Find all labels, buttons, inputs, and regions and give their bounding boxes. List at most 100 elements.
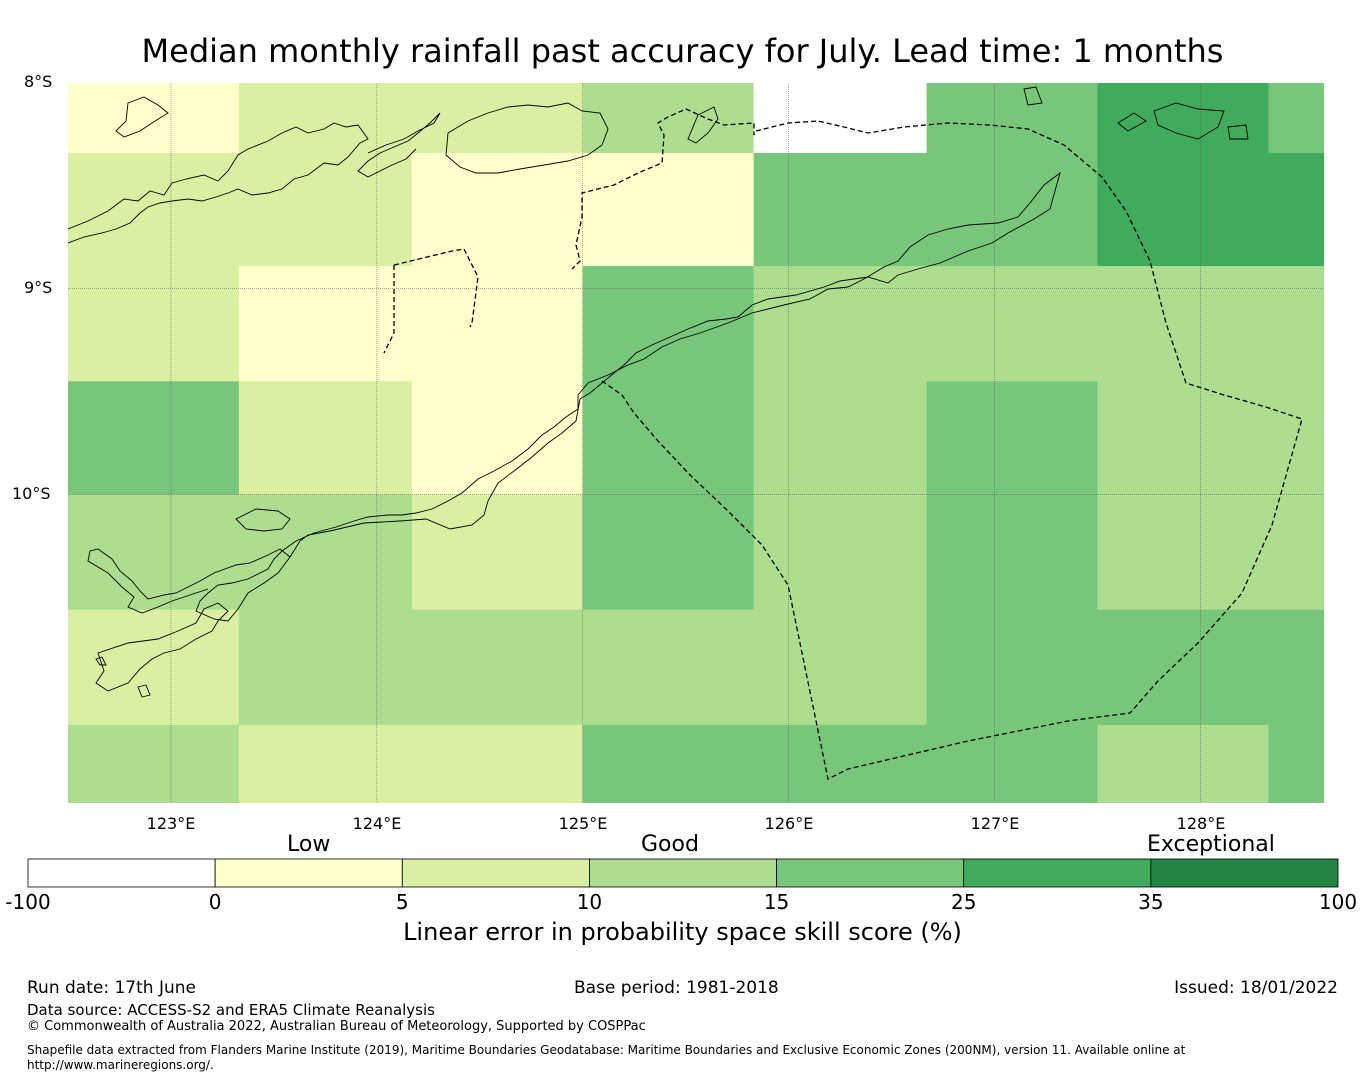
coastline-babar [1153,102,1225,140]
coastline-islet-a [95,656,107,666]
skill-cell [753,609,928,726]
skill-cell [1097,266,1269,382]
skill-cell [753,152,928,267]
colorbar-segment [214,858,403,888]
run-date: Run date: 17th June [27,978,196,998]
skill-cell [1097,381,1269,495]
colorbar-tick-label: 5 [395,890,409,914]
skill-cell [238,494,413,611]
skill-cell [582,266,755,382]
skill-cell [411,494,584,611]
skill-cell [411,266,584,382]
skill-cell [1268,724,1324,803]
copyright: © Commonwealth of Australia 2022, Austra… [27,1019,646,1034]
map-gridlines [68,83,1324,803]
coastline-sawu [95,602,229,692]
category-low: Low [287,832,331,857]
skill-cell [1097,609,1269,726]
lon-label-127e: 127°E [970,814,1020,833]
colorbar-segment [27,858,216,888]
skill-cell [411,381,584,495]
skill-cell [238,724,413,803]
skill-cell [238,152,413,267]
data-source: Data source: ACCESS-S2 and ERA5 Climate … [27,1001,435,1019]
skill-cell [926,494,1099,611]
lon-label-128e: 128°E [1176,814,1226,833]
category-exceptional: Exceptional [1147,832,1275,857]
skill-cell [68,494,240,611]
coastline-small-north [1023,86,1043,106]
skill-grid-cells [68,83,1324,803]
skill-cell [753,494,928,611]
skill-cell [68,152,240,267]
colorbar-tick-label: 10 [576,890,603,914]
skill-cell [1097,152,1269,267]
colorbar-segment [776,858,965,888]
skill-cell [753,266,928,382]
skill-cell [68,381,240,495]
skill-cell [582,152,755,267]
lat-label-10s: 10°S [12,484,51,503]
coastline-rote [235,508,291,532]
eez-boundary-timor-leste [571,108,1303,780]
skill-cell [926,266,1099,382]
colorbar [27,858,1339,888]
coastline-babar-west [1117,112,1147,132]
lon-label-124e: 124°E [352,814,402,833]
colorbar-tick-label: 35 [1138,890,1164,914]
skill-cell [926,724,1099,803]
shapefile-credit: Shapefile data extracted from Flanders M… [27,1043,1186,1072]
base-period: Base period: 1981-2018 [574,978,779,998]
eez-boundary-oecusse [393,248,479,328]
coastline-atauro [687,106,719,144]
skill-cell [582,494,755,611]
skill-cell [411,724,584,803]
colorbar-tick-label: 15 [763,890,790,914]
skill-cell [68,83,240,154]
skill-cell [1097,494,1269,611]
colorbar-tick-label: 100 [1318,890,1358,914]
colorbar-segment [963,858,1152,888]
lat-label-8s: 8°S [24,72,53,91]
colorbar-segment [401,858,590,888]
skill-cell [411,152,584,267]
skill-cell [238,381,413,495]
colorbar-tick-label: -100 [5,890,51,914]
coastline-wetar [445,102,609,174]
skill-cell [411,83,584,154]
skill-cell [1268,266,1324,382]
skill-cell [582,381,755,495]
coastline-pantar [357,112,441,178]
coastline-north-islands [68,122,369,244]
skill-cell [753,83,928,154]
skill-cell [926,609,1099,726]
map-title: Median monthly rainfall past accuracy fo… [141,32,1224,70]
coastlines [68,86,1249,698]
skill-cell [753,724,928,803]
colorbar-tick-label: 25 [950,890,977,914]
category-good: Good [641,832,699,857]
coastline-timor-west [87,548,291,614]
rainfall-skill-map [68,83,1324,803]
skill-cell [1268,609,1324,726]
skill-cell [926,381,1099,495]
skill-cell [582,83,755,154]
skill-cell [926,152,1099,267]
coastline-alor [115,96,169,138]
skill-cell [238,609,413,726]
coastline-islet-b [137,684,151,698]
coastline-small-east [1227,124,1249,140]
eez-boundary-oecusse-west [383,265,395,354]
colorbar-label: Linear error in probability space skill … [403,918,962,946]
lon-label-123e: 123°E [146,814,196,833]
skill-cell [582,724,755,803]
colorbar-segment [1150,858,1339,888]
skill-cell [1097,724,1269,803]
coastline-timor [195,171,1061,622]
lon-label-125e: 125°E [558,814,608,833]
skill-cell [753,381,928,495]
skill-cell [1268,494,1324,611]
skill-cell [582,609,755,726]
skill-cell [68,266,240,382]
eez-boundaries [383,108,1303,780]
